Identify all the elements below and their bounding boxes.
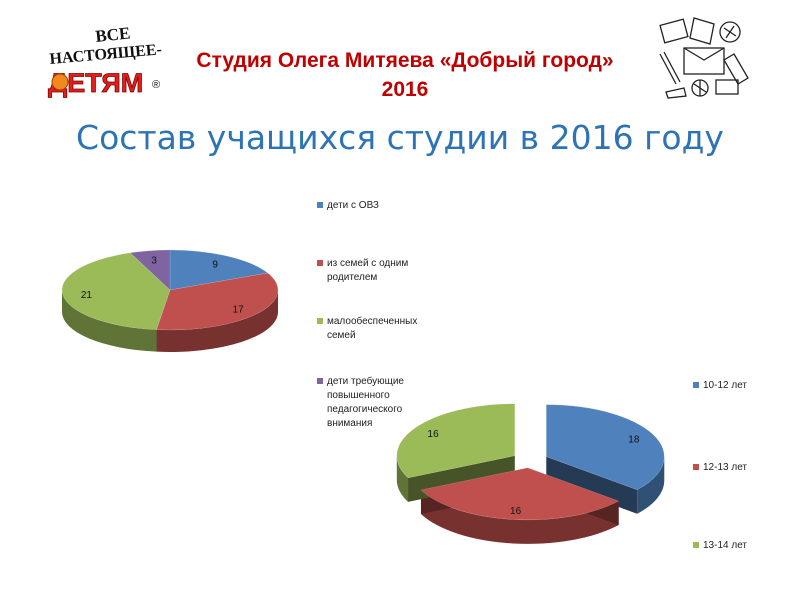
- legend-label: 12-13 лет: [703, 462, 747, 473]
- legend-swatch: [693, 382, 699, 388]
- pie-slice-малообеспеченных-семей: [61, 252, 171, 330]
- pie-chart-student-categories: 9 17 21 3: [61, 249, 279, 353]
- header-title-line1: Студия Олега Митяева «Добрый город»: [196, 49, 614, 72]
- vse-nastoyashchee-detyam-logo: ВСЕ НАСТОЯЩЕЕ- ДЕТЯМ ®: [48, 23, 163, 98]
- header-title: Студия Олега Митяева «Добрый город» 2016: [150, 46, 660, 104]
- legend-swatch: [317, 318, 323, 324]
- pie-slice-10-12-лет: [546, 404, 665, 491]
- legend-swatch: [317, 202, 323, 208]
- pie-data-label-12-13-лет: 16: [510, 506, 522, 517]
- pie-data-label-10-12-лет: 18: [628, 434, 640, 445]
- pie-data-label-из-семей-с-одним-родителем: 17: [233, 304, 245, 315]
- legend-swatch: [317, 378, 323, 384]
- pie-data-label-дети-с-овз: 9: [212, 260, 218, 271]
- header-title-line2: 2016: [381, 78, 429, 101]
- pie-data-label-13-14-лет: 16: [428, 429, 440, 440]
- legend-label: 13-14 лет: [703, 540, 747, 551]
- pie-chart-age-groups: 18 16 16: [396, 403, 665, 544]
- legend-swatch: [693, 542, 699, 548]
- pie-slice-дети-с-овз: [169, 249, 269, 291]
- pie-side-10-12-лет: [637, 456, 665, 514]
- legend-label: из семей с одним родителем: [327, 258, 409, 283]
- logo-orange-icon: [51, 73, 69, 91]
- pie-cut-10-12-лет: [546, 456, 638, 514]
- slide-title: Состав учащихся студии в 2016 году: [76, 118, 724, 157]
- pie-slice-дети-требующие-повышенного-педагогического-внимания: [129, 249, 171, 291]
- logo-registered-mark: ®: [152, 79, 160, 91]
- legend-label: 10-12 лет: [703, 380, 747, 391]
- pie-data-label-дети-требующие-повышенного-педагогического-внимания: 3: [151, 255, 157, 266]
- legend-label: дети требующие повышенного педагогическо…: [327, 376, 404, 429]
- pie-side-из-семей-с-одним-родителем: [156, 290, 278, 353]
- pie-slice-13-14-лет: [396, 403, 516, 479]
- school-supplies-clipart-icon: [659, 17, 749, 99]
- legend-label: малообеспеченных семей: [327, 316, 418, 341]
- pie-slice-из-семей-с-одним-родителем: [156, 272, 279, 331]
- pie-side-12-13-лет: [420, 490, 619, 544]
- logo-line1: ВСЕ: [94, 23, 131, 46]
- legend-swatch: [693, 464, 699, 470]
- pie-data-label-малообеспеченных-семей: 21: [81, 290, 93, 301]
- legend-swatch: [317, 260, 323, 266]
- pie-slice-12-13-лет: [420, 467, 620, 521]
- legend-label: дети с ОВЗ: [327, 200, 379, 211]
- pie-side-малообеспеченных-семей: [62, 290, 157, 352]
- pie-side-13-14-лет: [396, 455, 409, 502]
